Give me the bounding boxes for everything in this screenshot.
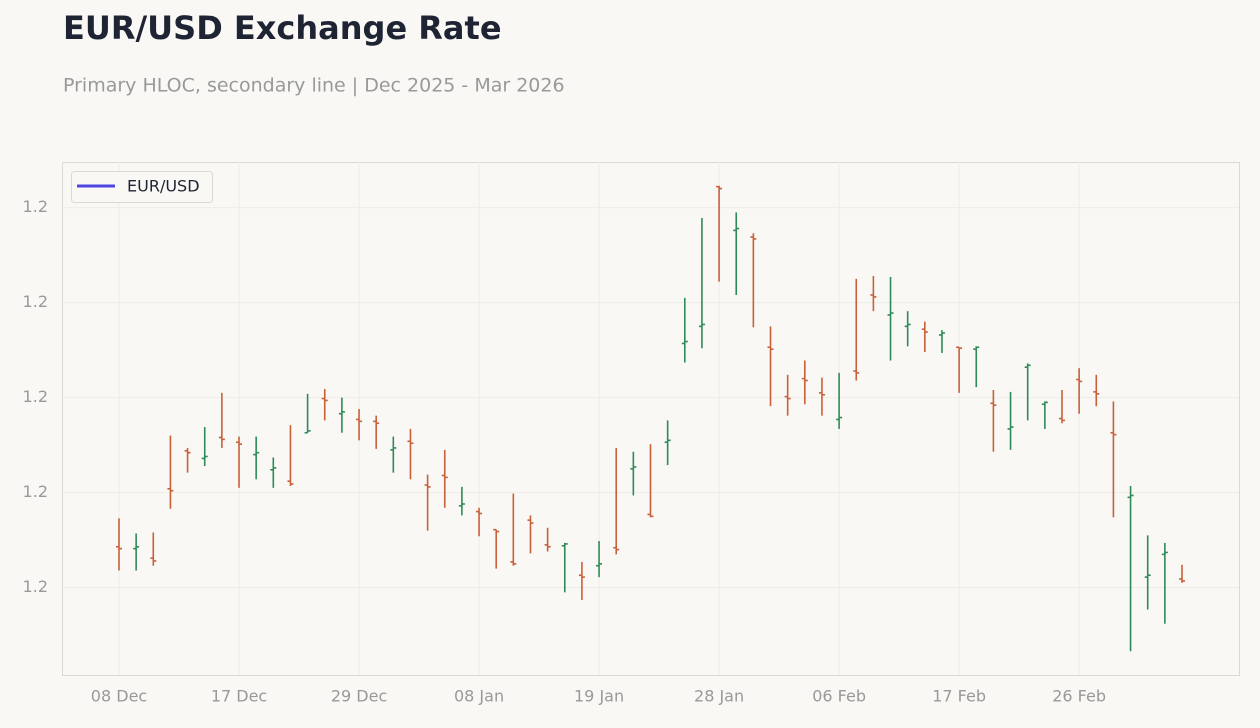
legend-label: EUR/USD: [127, 177, 200, 196]
plot-area: [62, 162, 1240, 676]
x-tick-label: 08 Dec: [91, 687, 147, 706]
y-tick-label: 1.2: [23, 387, 48, 406]
chart-title: EUR/USD Exchange Rate: [63, 9, 502, 47]
x-tick-label: 29 Dec: [331, 687, 387, 706]
y-tick-label: 1.2: [23, 197, 48, 216]
y-tick-label: 1.2: [23, 482, 48, 501]
x-tick-label: 28 Jan: [694, 687, 744, 706]
x-tick-label: 17 Feb: [932, 687, 986, 706]
x-tick-label: 08 Jan: [454, 687, 504, 706]
chart-subtitle: Primary HLOC, secondary line | Dec 2025 …: [63, 75, 565, 97]
legend-box: [71, 171, 213, 203]
x-tick-label: 26 Feb: [1052, 687, 1106, 706]
x-tick-label: 06 Feb: [812, 687, 866, 706]
x-tick-label: 17 Dec: [211, 687, 267, 706]
y-tick-label: 1.2: [23, 577, 48, 596]
x-tick-label: 19 Jan: [574, 687, 624, 706]
y-tick-label: 1.2: [23, 292, 48, 311]
